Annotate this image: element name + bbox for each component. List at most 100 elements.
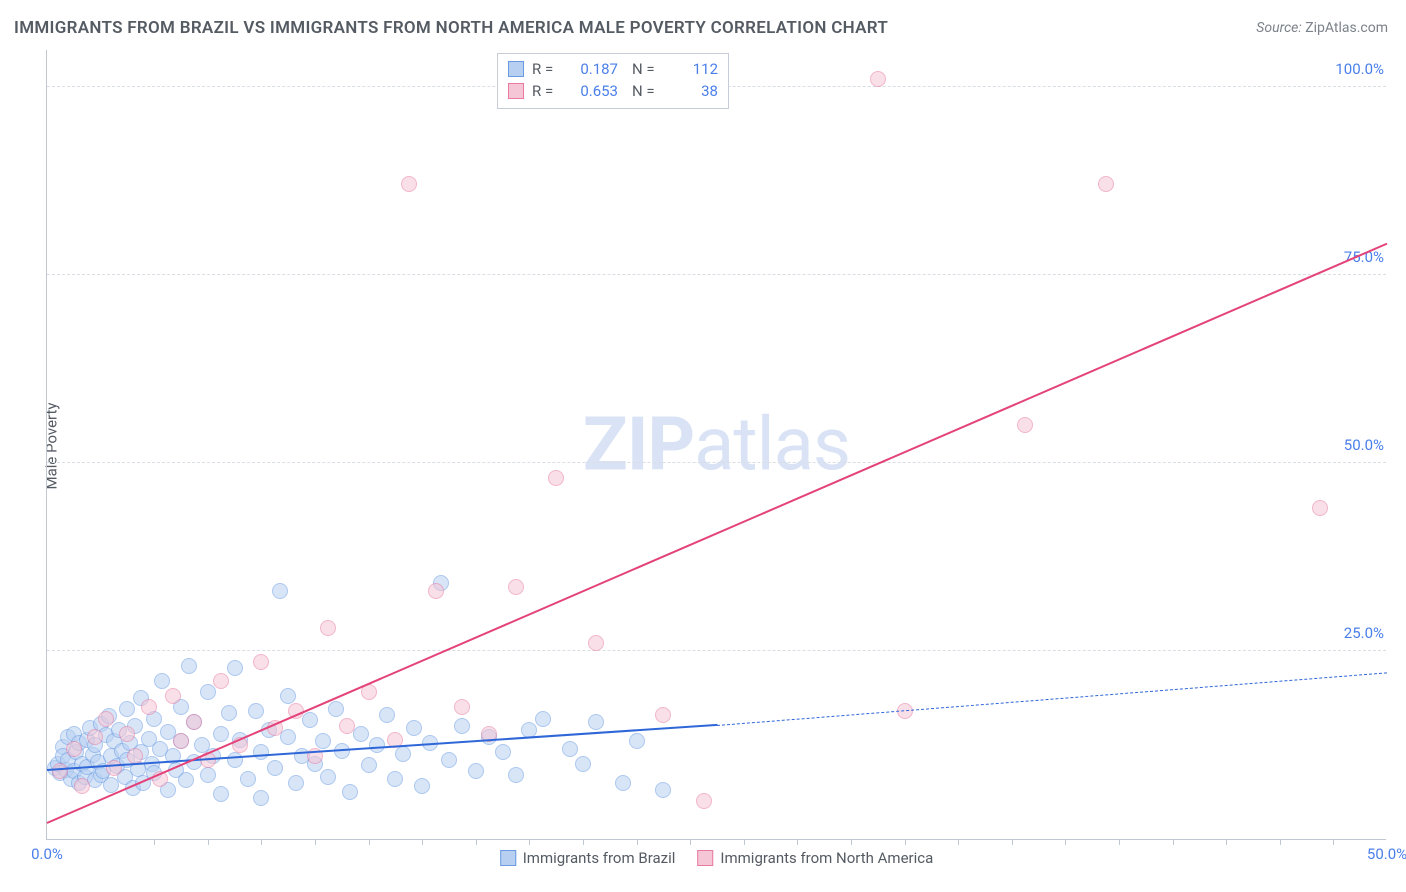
x-tick-label: 50.0% — [1367, 845, 1406, 863]
data-point — [213, 786, 229, 802]
data-point — [588, 635, 604, 651]
data-point — [221, 705, 237, 721]
legend-swatch — [500, 850, 516, 866]
x-tick-mark — [1280, 839, 1281, 845]
legend-n-value: 112 — [668, 58, 718, 80]
data-point — [280, 688, 296, 704]
x-tick-label: 0.0% — [31, 845, 63, 863]
data-point — [339, 718, 355, 734]
series-legend: Immigrants from Brazil Immigrants from No… — [500, 849, 934, 867]
source-attribution: Source: ZipAtlas.com — [1256, 20, 1388, 36]
data-point — [87, 729, 103, 745]
data-point — [395, 746, 411, 762]
data-point — [615, 775, 631, 791]
x-tick-mark — [1333, 839, 1334, 845]
y-tick-label: 100.0% — [1331, 60, 1388, 78]
data-point — [696, 793, 712, 809]
legend-swatch — [508, 61, 524, 77]
data-point — [562, 741, 578, 757]
y-tick-label: 25.0% — [1340, 624, 1388, 642]
data-point — [508, 579, 524, 595]
data-point — [342, 784, 358, 800]
watermark: ZIPatlas — [583, 401, 850, 488]
source-label: Source: — [1256, 20, 1301, 36]
gridline-h — [47, 274, 1386, 275]
data-point — [106, 760, 122, 776]
data-point — [414, 778, 430, 794]
data-point — [428, 583, 444, 599]
data-point — [468, 763, 484, 779]
x-tick-mark — [261, 839, 262, 845]
legend-n-value: 38 — [668, 80, 718, 102]
data-point — [379, 707, 395, 723]
data-point — [154, 673, 170, 689]
legend-series-name: Immigrants from Brazil — [523, 849, 676, 867]
data-point — [253, 744, 269, 760]
x-tick-mark — [422, 839, 423, 845]
legend-r-label: R = — [532, 58, 560, 80]
legend-item: Immigrants from North America — [697, 849, 933, 867]
data-point — [328, 701, 344, 717]
x-tick-mark — [690, 839, 691, 845]
x-tick-mark — [154, 839, 155, 845]
x-tick-mark — [529, 839, 530, 845]
data-point — [165, 688, 181, 704]
x-tick-mark — [583, 839, 584, 845]
chart-title: IMMIGRANTS FROM BRAZIL VS IMMIGRANTS FRO… — [14, 18, 888, 38]
data-point — [141, 699, 157, 715]
data-point — [213, 673, 229, 689]
x-tick-mark — [637, 839, 638, 845]
legend-item: Immigrants from Brazil — [500, 849, 676, 867]
data-point — [353, 726, 369, 742]
data-point — [588, 714, 604, 730]
x-tick-mark — [851, 839, 852, 845]
trend-line — [47, 242, 1388, 824]
legend-n-label: N = — [632, 80, 660, 102]
data-point — [441, 752, 457, 768]
data-point — [280, 729, 296, 745]
watermark-zip: ZIP — [583, 401, 694, 488]
data-point — [629, 733, 645, 749]
data-point — [267, 760, 283, 776]
data-point — [575, 756, 591, 772]
data-point — [74, 778, 90, 794]
x-tick-mark — [208, 839, 209, 845]
data-point — [227, 752, 243, 768]
x-tick-mark — [1119, 839, 1120, 845]
data-point — [178, 772, 194, 788]
data-point — [361, 757, 377, 773]
x-tick-mark — [905, 839, 906, 845]
legend-r-label: R = — [532, 80, 560, 102]
data-point — [495, 744, 511, 760]
data-point — [315, 733, 331, 749]
data-point — [508, 767, 524, 783]
data-point — [548, 470, 564, 486]
source-value: ZipAtlas.com — [1305, 20, 1388, 36]
trend-line — [717, 672, 1387, 726]
x-tick-mark — [958, 839, 959, 845]
data-point — [240, 771, 256, 787]
data-point — [200, 684, 216, 700]
y-tick-label: 50.0% — [1340, 436, 1388, 454]
data-point — [302, 712, 318, 728]
data-point — [369, 737, 385, 753]
data-point — [655, 782, 671, 798]
gridline-h — [47, 462, 1386, 463]
legend-row: R = 0.653 N = 38 — [508, 80, 718, 102]
data-point — [186, 714, 202, 730]
legend-series-name: Immigrants from North America — [720, 849, 933, 867]
legend-swatch — [508, 83, 524, 99]
x-tick-mark — [1226, 839, 1227, 845]
data-point — [454, 718, 470, 734]
data-point — [406, 720, 422, 736]
x-tick-mark — [744, 839, 745, 845]
legend-r-value: 0.653 — [568, 80, 618, 102]
x-tick-mark — [1173, 839, 1174, 845]
data-point — [535, 711, 551, 727]
x-tick-mark — [315, 839, 316, 845]
data-point — [401, 176, 417, 192]
data-point — [200, 767, 216, 783]
legend-n-label: N = — [632, 58, 660, 80]
data-point — [173, 733, 189, 749]
data-point — [320, 769, 336, 785]
